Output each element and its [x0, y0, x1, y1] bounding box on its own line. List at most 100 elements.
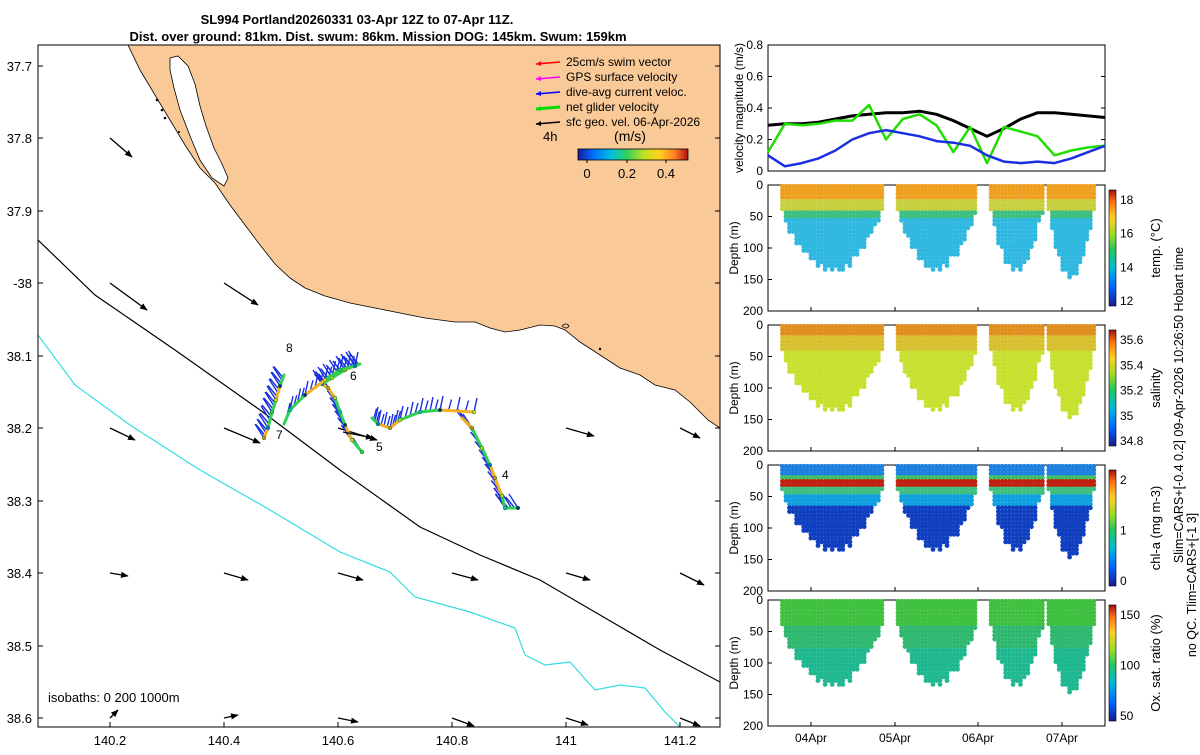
track-point [323, 378, 327, 382]
section-colorbar-tick-label: 14 [1120, 260, 1134, 274]
map-y-tick-label: 37.9 [7, 204, 32, 219]
map-y-tick-label: 38.5 [7, 639, 32, 654]
section-colorbar-label: chl-a (mg m-3) [1148, 486, 1163, 571]
section-point [969, 362, 974, 367]
velocity-y-tick-label: 0 [756, 164, 763, 178]
section-y-tick-label: 100 [743, 381, 763, 395]
section-point [880, 487, 885, 492]
section-point [1074, 411, 1079, 416]
section-point [880, 347, 885, 352]
section-colorbar-tick-label: 35.6 [1120, 333, 1144, 347]
section-point [955, 392, 960, 397]
section-point [959, 241, 964, 246]
map-colorbar-tick-label: 0 [583, 166, 590, 181]
section-point [959, 381, 964, 386]
track-point [278, 384, 282, 388]
section-y-tick-label: 50 [750, 210, 764, 224]
section-point [1018, 267, 1023, 272]
section-point [962, 377, 967, 382]
section-y-tick-label: 150 [743, 553, 763, 567]
map-x-tick-label: 140.6 [322, 733, 355, 748]
section-point [862, 384, 867, 389]
map-colorbar-tick-label: 0.4 [657, 166, 675, 181]
track-point [288, 408, 292, 412]
track-point [303, 393, 307, 397]
section-point [876, 218, 881, 223]
track-point [326, 386, 330, 390]
section-point [816, 678, 821, 683]
section-point [959, 521, 964, 526]
section-point [823, 682, 828, 687]
section-point [938, 547, 943, 552]
velocity-y-tick-label: 0.6 [746, 70, 763, 84]
track-point [472, 410, 476, 414]
figure-title-line1: SL994 Portland20260331 03-Apr 12Z to 07-… [201, 12, 514, 27]
map-y-tick-label: 37.8 [7, 131, 32, 146]
section-point [830, 547, 835, 552]
section-colorbar [1109, 190, 1116, 306]
section-point [938, 407, 943, 412]
section-point [880, 207, 885, 212]
map-legend-label: dive-avg current veloc. [566, 85, 687, 99]
section-point [1029, 524, 1034, 529]
section-point [1033, 237, 1038, 242]
section-point [830, 267, 835, 272]
day-label: 5 [376, 440, 383, 454]
section-colorbar-tick-label: 16 [1120, 227, 1134, 241]
section-point [1078, 540, 1083, 545]
section-point [1081, 392, 1086, 397]
section-point [1025, 256, 1030, 261]
section-point [869, 509, 874, 514]
section-point [938, 267, 943, 272]
track-point [438, 408, 442, 412]
track-segment [440, 410, 474, 412]
section-y-tick-label: 150 [743, 413, 763, 427]
map-y-tick-label: 38.6 [7, 711, 32, 726]
track-point [480, 446, 484, 450]
velocity-plot-frame [768, 45, 1105, 171]
day-label: 4 [502, 468, 509, 482]
section-point [1011, 547, 1016, 552]
day-label: 7 [276, 428, 283, 442]
section-point [840, 267, 845, 272]
section-y-label: Depth (m) [727, 361, 741, 414]
map-legend-label: GPS surface velocity [566, 70, 677, 84]
section-point [1029, 244, 1034, 249]
section-point [855, 252, 860, 257]
map-rock-mark [599, 348, 601, 350]
section-colorbar-tick-label: 0 [1120, 574, 1127, 588]
section-y-tick-label: 50 [750, 350, 764, 364]
section-colorbar-tick-label: 1 [1120, 524, 1127, 538]
track-point [516, 506, 520, 510]
section-colorbar [1109, 330, 1116, 446]
map-y-tick-label: -38 [13, 276, 32, 291]
map-x-tick-label: 140.8 [436, 733, 469, 748]
section-y-tick-label: 200 [743, 304, 763, 318]
velocity-y-tick-label: 0.2 [746, 133, 763, 147]
section-point [840, 547, 845, 552]
section-point [945, 403, 950, 408]
section-y-tick-label: 50 [750, 490, 764, 504]
section-point [855, 667, 860, 672]
section-y-tick-label: 0 [756, 318, 763, 332]
section-point [945, 263, 950, 268]
track-point [470, 426, 474, 430]
section-point [855, 392, 860, 397]
track-point [338, 368, 342, 372]
section-point [1081, 252, 1086, 257]
section-colorbar-tick-label: 35.2 [1120, 384, 1144, 398]
section-point [955, 532, 960, 537]
section-point [1074, 551, 1079, 556]
figure-title-line2: Dist. over ground: 81km. Dist. swum: 86k… [129, 29, 626, 44]
section-colorbar-label: salinity [1148, 368, 1163, 408]
section-point [840, 682, 845, 687]
section-y-label: Depth (m) [727, 221, 741, 274]
track-point [266, 426, 270, 430]
section-point [840, 407, 845, 412]
section-point [872, 362, 877, 367]
section-point [1081, 532, 1086, 537]
section-point [966, 365, 971, 370]
map-x-tick-label: 140.4 [208, 733, 241, 748]
track-point [493, 476, 497, 480]
